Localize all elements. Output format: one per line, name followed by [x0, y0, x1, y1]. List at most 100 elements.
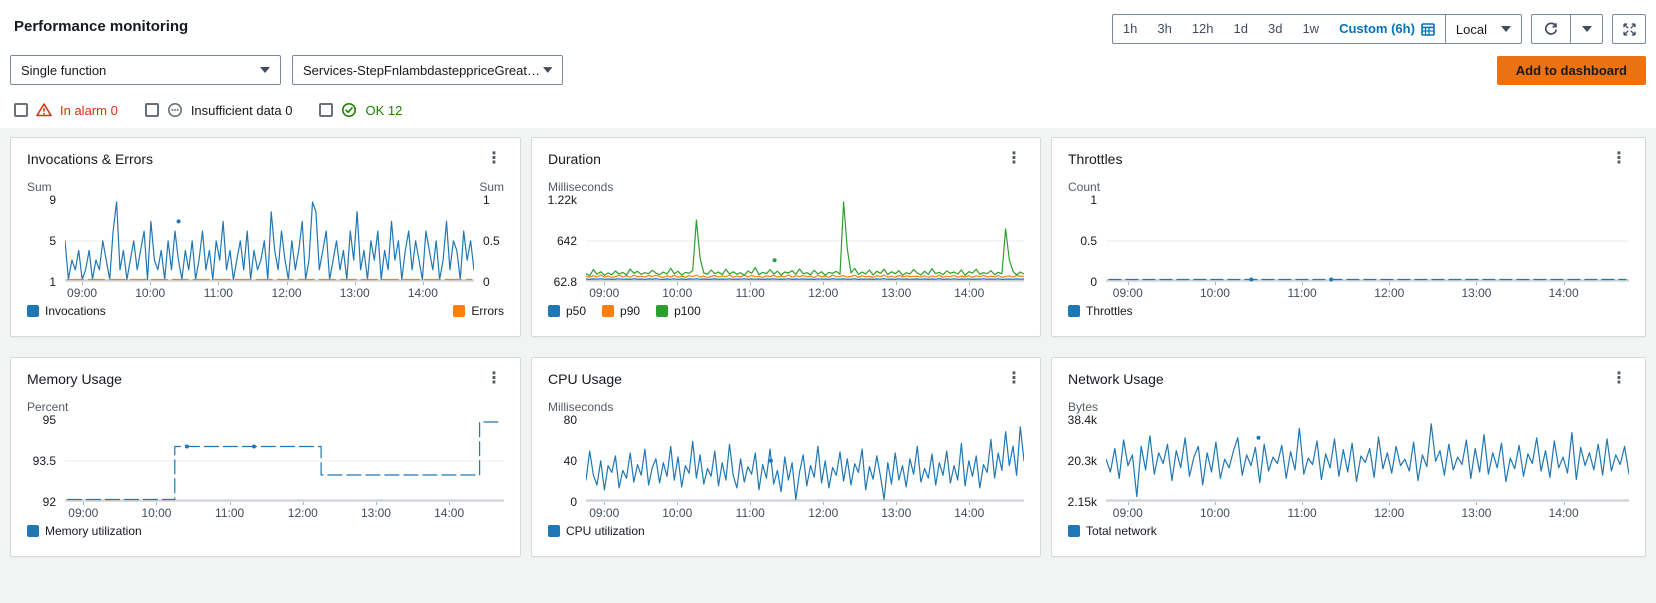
custom-time-range-button[interactable]: Custom (6h) [1329, 15, 1445, 43]
plot-area[interactable] [586, 200, 1024, 282]
y-axis-tick: 0.5 [483, 234, 500, 248]
plot-area[interactable] [586, 420, 1024, 502]
time-range-1d[interactable]: 1d [1233, 21, 1248, 36]
time-range-1w[interactable]: 1w [1302, 21, 1320, 36]
y-axis-tick: 2.15k [1067, 495, 1097, 509]
y-axis-tick: 1.22k [547, 193, 577, 207]
y-axis-left: 1.22k 642 62.8 [548, 193, 586, 289]
time-range-12h[interactable]: 12h [1191, 21, 1214, 36]
x-axis: 09:00 10:00 11:00 12:00 13:00 14:00 [1106, 502, 1629, 520]
filter-ok: OK 12 [319, 102, 402, 118]
legend-item-p90[interactable]: p90 [602, 304, 640, 318]
ok-checkbox[interactable] [319, 103, 334, 117]
alarm-warning-icon [36, 102, 52, 118]
x-tick-mark [1302, 502, 1304, 505]
metric-scope-selectors: Single function Services-StepFnlambdaste… [10, 55, 563, 85]
x-tick-mark [422, 282, 424, 285]
x-axis-tick: 12:00 [1374, 506, 1405, 520]
legend-label: CPU utilization [566, 524, 645, 538]
x-tick-mark [1214, 502, 1216, 505]
function-name-dropdown[interactable]: Services-StepFnlambdasteppriceGreaterT..… [292, 55, 563, 85]
plot-area[interactable] [65, 200, 474, 282]
legend-item-throttles[interactable]: Throttles [1068, 304, 1133, 318]
x-axis-tick: 09:00 [1112, 286, 1143, 300]
legend-swatch [548, 525, 560, 537]
legend-label: Invocations [45, 304, 106, 318]
refresh-options-button[interactable] [1571, 14, 1603, 44]
function-scope-dropdown[interactable]: Single function [10, 55, 281, 85]
x-axis-tick: 12:00 [808, 286, 839, 300]
ok-check-icon [341, 102, 357, 118]
legend-label: Errors [471, 304, 504, 318]
legend-item-total-network[interactable]: Total network [1068, 524, 1157, 538]
y-axis-unit-left: Count [1068, 180, 1101, 194]
y-axis-tick: 0.5 [1080, 234, 1097, 248]
x-tick-mark [218, 282, 220, 285]
chevron-down-icon [1581, 26, 1592, 32]
kebab-menu-icon[interactable]: ⋮ [486, 150, 502, 167]
plot-area[interactable] [65, 420, 504, 502]
x-axis-tick: 14:00 [1548, 286, 1579, 300]
kebab-menu-icon[interactable]: ⋮ [1611, 150, 1627, 167]
x-tick-mark [229, 502, 231, 505]
insufficient-data-checkbox[interactable] [144, 103, 159, 117]
y-axis-tick: 5 [49, 234, 56, 248]
kebab-menu-icon[interactable]: ⋮ [486, 370, 502, 387]
y-axis-left: 1 0.5 0 [1068, 193, 1106, 289]
x-tick-mark [1476, 282, 1478, 285]
x-tick-mark [1127, 502, 1129, 505]
y-axis-tick: 20.3k [1067, 454, 1097, 468]
kebab-menu-icon[interactable]: ⋮ [1611, 370, 1627, 387]
legend-item-memory-utilization[interactable]: Memory utilization [27, 524, 142, 538]
x-axis-tick: 12:00 [1374, 286, 1405, 300]
x-axis-tick: 10:00 [135, 286, 166, 300]
x-axis-tick: 12:00 [271, 286, 302, 300]
kebab-menu-icon[interactable]: ⋮ [1006, 370, 1022, 387]
chart-title: CPU Usage [548, 371, 622, 387]
x-axis-tick: 14:00 [1548, 506, 1579, 520]
x-axis-tick: 13:00 [881, 286, 912, 300]
legend-item-cpu-utilization[interactable]: CPU utilization [548, 524, 645, 538]
add-to-dashboard-button[interactable]: Add to dashboard [1496, 55, 1646, 85]
x-tick-mark [375, 502, 377, 505]
legend-item-invocations[interactable]: Invocations [27, 304, 106, 318]
page-title: Performance monitoring [14, 18, 189, 35]
legend-item-p100[interactable]: p100 [656, 304, 701, 318]
plot-area[interactable] [1106, 200, 1629, 282]
x-axis-tick: 09:00 [68, 506, 99, 520]
fullscreen-button[interactable] [1612, 14, 1646, 44]
legend-swatch [27, 525, 39, 537]
in-alarm-checkbox[interactable] [14, 103, 28, 117]
x-tick-mark [1563, 282, 1565, 285]
y-axis-left: 95 93.5 92 [27, 413, 65, 509]
x-axis: 09:00 10:00 11:00 12:00 13:00 14:00 [65, 282, 474, 300]
time-range-1h[interactable]: 1h [1122, 21, 1138, 36]
x-axis-tick: 13:00 [339, 286, 370, 300]
legend-label: p90 [620, 304, 641, 318]
x-tick-mark [82, 282, 84, 285]
x-axis-tick: 09:00 [1112, 506, 1143, 520]
insufficient-data-icon [167, 102, 183, 118]
x-tick-mark [286, 282, 288, 285]
time-range-3h[interactable]: 3h [1157, 21, 1172, 36]
x-axis-tick: 10:00 [1199, 506, 1230, 520]
timezone-dropdown[interactable]: Local [1446, 22, 1521, 37]
x-tick-mark [1214, 282, 1216, 285]
kebab-menu-icon[interactable]: ⋮ [1006, 150, 1022, 167]
x-axis-tick: 11:00 [1287, 286, 1317, 300]
legend-swatch [602, 305, 615, 317]
legend-item-p50[interactable]: p50 [548, 304, 586, 318]
y-axis-left: 9 5 1 [27, 193, 65, 289]
x-tick-mark [1127, 282, 1129, 285]
legend-label: p50 [566, 304, 587, 318]
time-range-3d[interactable]: 3d [1267, 21, 1283, 36]
x-axis-tick: 09:00 [589, 506, 620, 520]
x-tick-mark [1389, 502, 1391, 505]
x-axis-tick: 11:00 [203, 286, 233, 300]
legend-item-errors[interactable]: Errors [453, 304, 504, 318]
x-axis-tick: 13:00 [1461, 506, 1492, 520]
refresh-button[interactable] [1531, 14, 1571, 44]
legend-swatch [656, 305, 669, 317]
plot-area[interactable] [1106, 420, 1629, 502]
x-axis-tick: 14:00 [954, 506, 985, 520]
